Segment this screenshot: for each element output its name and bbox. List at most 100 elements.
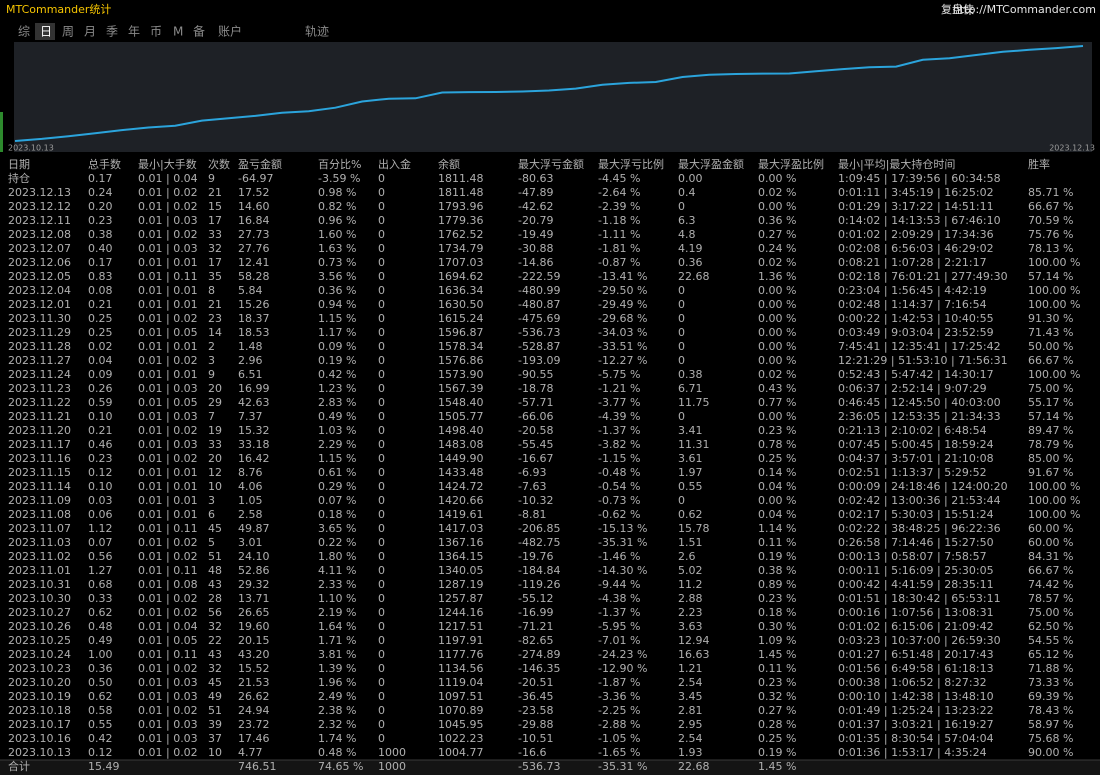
cell: 1630.50 (438, 298, 484, 311)
cell: 17.52 (238, 186, 270, 199)
cell: 14.60 (238, 200, 270, 213)
tab[interactable]: 轨迹 (305, 25, 329, 39)
cell: 0.01 | 0.02 (138, 186, 198, 199)
cell: 1505.77 (438, 410, 484, 423)
tab-bar: 综日周月季年币 M 备账户 轨迹 (18, 23, 329, 40)
cell: 1420.66 (438, 494, 484, 507)
cell: 6.51 (238, 368, 263, 381)
cell: 22.68 (678, 760, 710, 773)
cell: 0 (378, 242, 385, 255)
cell: 0.23 % (758, 592, 796, 605)
tab[interactable]: 币 (150, 25, 162, 39)
cell: 1636.34 (438, 284, 484, 297)
cell: 0.33 (88, 592, 113, 605)
cell: 33 (208, 438, 222, 451)
row-label: 2023.11.08 (8, 508, 71, 521)
brand-url[interactable]: http://MTCommander.com (953, 3, 1096, 16)
cell: 0 (378, 284, 385, 297)
cell: 0.02 % (758, 368, 796, 381)
cell: 0.19 % (758, 550, 796, 563)
cell: 11.31 (678, 438, 710, 451)
cell: 0.25 (88, 326, 113, 339)
cell: 0.58 (88, 704, 113, 717)
tab[interactable]: M (173, 25, 183, 39)
tab[interactable]: 综 (18, 25, 30, 39)
cell: 0.01 | 0.02 (138, 550, 198, 563)
row-label: 2023.11.14 (8, 480, 71, 493)
tab[interactable]: 年 (128, 25, 140, 39)
cell: 0.01 | 0.01 (138, 466, 198, 479)
tab[interactable]: 月 (84, 25, 96, 39)
cell: 1.00 (88, 648, 113, 661)
cell: 100.00 % (1028, 508, 1080, 521)
cell: 100.00 % (1028, 368, 1080, 381)
chart-start-date: 2023.10.13 (8, 144, 54, 153)
cell: -475.69 (518, 312, 560, 325)
cell: 0.10 (88, 410, 113, 423)
cell: -2.39 % (598, 200, 640, 213)
cell: 0.62 (678, 508, 703, 521)
cell: 7:45:41 | 12:35:41 | 17:25:42 (838, 340, 1001, 353)
cell: -1.81 % (598, 242, 640, 255)
cell: 90.00 % (1028, 746, 1073, 759)
cell: -0.54 % (598, 480, 640, 493)
cell: 58.28 (238, 270, 270, 283)
cell: 0:01:36 | 1:53:17 | 4:35:24 (838, 746, 987, 759)
cell: 0.01 | 0.02 (138, 592, 198, 605)
cell: 0.07 (88, 536, 113, 549)
cell: 1.97 (678, 466, 703, 479)
cell: 49 (208, 690, 222, 703)
tab[interactable]: 日 (40, 25, 52, 39)
cell: -222.59 (518, 270, 560, 283)
cell: 0.19 % (758, 746, 796, 759)
cell: 75.00 % (1028, 382, 1073, 395)
cell: 0.25 (88, 312, 113, 325)
cell: 1000 (378, 760, 406, 773)
cell: 74.65 % (318, 760, 363, 773)
row-label: 2023.10.16 (8, 732, 71, 745)
cell: 0.00 % (758, 200, 796, 213)
row-label: 2023.11.27 (8, 354, 71, 367)
cell: -55.12 (518, 592, 553, 605)
cell: 75.00 % (1028, 606, 1073, 619)
cell: 13.71 (238, 592, 270, 605)
cell: 89.47 % (1028, 424, 1073, 437)
cell: 57.14 % (1028, 410, 1073, 423)
cell: 0.49 % (318, 410, 356, 423)
cell: 20 (208, 382, 222, 395)
cell: 75.76 % (1028, 228, 1073, 241)
cell: 0:02:17 | 5:30:03 | 15:51:24 (838, 508, 994, 521)
cell: 78.57 % (1028, 592, 1073, 605)
tab[interactable]: 周 (62, 25, 74, 39)
cell: 0.01 | 0.04 (138, 620, 198, 633)
cell: -29.50 % (598, 284, 647, 297)
cell: 0.02 % (758, 256, 796, 269)
cell: 32 (208, 242, 222, 255)
cell: 0.78 % (758, 438, 796, 451)
tab[interactable]: 备 (193, 25, 205, 39)
cell: 0:00:42 | 4:41:59 | 28:35:11 (838, 578, 994, 591)
cell: -36.45 (518, 690, 553, 703)
cell: 100.00 % (1028, 480, 1080, 493)
cell: 0.01 | 0.01 (138, 508, 198, 521)
cell: -4.38 % (598, 592, 640, 605)
cell: 48 (208, 564, 222, 577)
cell: -536.73 (518, 326, 560, 339)
cell: 0.48 % (318, 746, 356, 759)
cell: 0.49 (88, 634, 113, 647)
cell: 0 (378, 550, 385, 563)
cell: -16.99 (518, 606, 553, 619)
chart-end-date: 2023.12.13 (1049, 144, 1095, 153)
cell: 0.82 % (318, 200, 356, 213)
cell: 0:03:23 | 10:37:00 | 26:59:30 (838, 634, 1001, 647)
cell: 1:09:45 | 17:39:56 | 60:34:58 (838, 172, 1001, 185)
cell: 29 (208, 396, 222, 409)
cell: 0 (378, 200, 385, 213)
cell: 0.55 (88, 718, 113, 731)
tab[interactable]: 账户 (218, 24, 242, 39)
tab[interactable]: 季 (106, 25, 118, 39)
cell: 10 (208, 746, 222, 759)
cell: 1.80 % (318, 550, 356, 563)
cell: 1433.48 (438, 466, 484, 479)
cell: 3.56 % (318, 270, 356, 283)
